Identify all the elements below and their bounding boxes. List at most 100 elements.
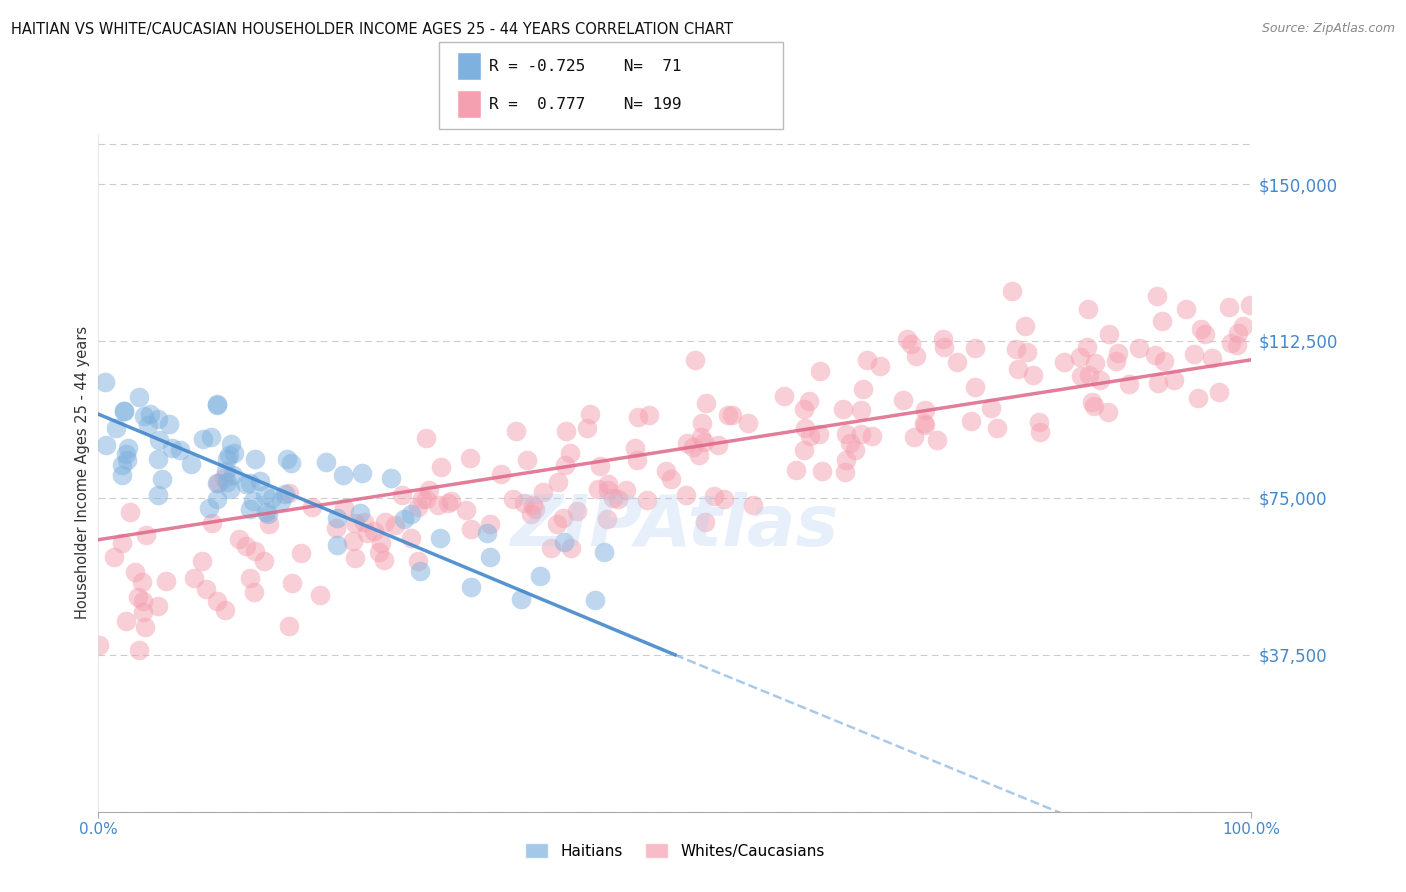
Point [491, 467, 513, 481]
Point [1128, 341, 1150, 355]
Point [986, 421, 1008, 435]
Point [808, 426, 831, 441]
Point [249, 475, 271, 489]
Point [391, 488, 413, 502]
Point [1189, 322, 1212, 336]
Point [115, 446, 138, 460]
Point [963, 380, 986, 394]
Point [325, 521, 347, 535]
Point [531, 485, 554, 500]
Point [1107, 346, 1129, 360]
Point [270, 493, 292, 508]
Point [520, 507, 543, 521]
Point [914, 418, 936, 433]
Point [215, 464, 238, 478]
Point [111, 458, 134, 473]
Point [607, 491, 630, 506]
Point [675, 488, 697, 502]
Point [124, 566, 146, 580]
Point [333, 501, 356, 516]
Point [1147, 376, 1170, 390]
Text: HAITIAN VS WHITE/CAUCASIAN HOUSEHOLDER INCOME AGES 25 - 44 YEARS CORRELATION CHA: HAITIAN VS WHITE/CAUCASIAN HOUSEHOLDER I… [11, 22, 734, 37]
Point [540, 541, 562, 555]
Point [205, 397, 228, 411]
Point [128, 643, 150, 657]
Point [690, 430, 713, 444]
Point [200, 430, 222, 444]
Point [132, 594, 155, 608]
Point [688, 448, 710, 462]
Point [94, 375, 117, 389]
Point [207, 491, 229, 506]
Point [932, 340, 955, 354]
Point [707, 438, 730, 452]
Point [460, 450, 482, 465]
Point [394, 512, 416, 526]
Point [1105, 353, 1128, 368]
Point [602, 491, 624, 505]
Point [479, 550, 502, 565]
Text: R = -0.725    N=  71: R = -0.725 N= 71 [489, 59, 682, 74]
Point [721, 409, 744, 423]
Point [1088, 373, 1111, 387]
Point [380, 471, 402, 485]
Point [415, 491, 437, 506]
Point [301, 500, 323, 514]
Point [1015, 345, 1038, 359]
Point [1150, 314, 1173, 328]
Point [146, 488, 169, 502]
Point [844, 443, 866, 458]
Point [479, 517, 502, 532]
Point [222, 468, 245, 483]
Point [1174, 301, 1197, 316]
Point [1001, 284, 1024, 298]
Text: ZIPAtlas: ZIPAtlas [510, 492, 839, 561]
Point [440, 493, 463, 508]
Point [1022, 368, 1045, 382]
Point [1187, 391, 1209, 405]
Point [636, 492, 658, 507]
Point [217, 475, 239, 490]
Point [239, 571, 262, 585]
Point [205, 397, 228, 411]
Point [169, 443, 191, 458]
Point [785, 463, 807, 477]
Point [352, 466, 374, 480]
Point [1053, 355, 1076, 369]
Point [502, 491, 524, 506]
Point [703, 489, 725, 503]
Point [260, 491, 283, 506]
Point [235, 477, 257, 491]
Y-axis label: Householder Income Ages 25 - 44 years: Householder Income Ages 25 - 44 years [75, 326, 90, 619]
Point [1029, 425, 1052, 440]
Point [207, 475, 229, 490]
Point [1153, 354, 1175, 368]
Point [912, 417, 935, 431]
Point [980, 401, 1002, 415]
Point [103, 549, 125, 564]
Point [344, 516, 367, 531]
Point [946, 354, 969, 368]
Point [277, 486, 299, 500]
Point [367, 544, 389, 558]
Point [215, 451, 238, 466]
Point [1097, 405, 1119, 419]
Point [148, 599, 170, 614]
Point [693, 516, 716, 530]
Point [692, 434, 714, 449]
Point [1014, 318, 1036, 333]
Point [280, 456, 302, 470]
Point [139, 407, 162, 421]
Point [851, 402, 873, 417]
Point [839, 436, 862, 450]
Point [180, 457, 202, 471]
Point [146, 452, 169, 467]
Point [626, 453, 648, 467]
Point [596, 483, 619, 498]
Point [111, 535, 134, 549]
Point [373, 553, 395, 567]
Point [150, 472, 173, 486]
Point [1077, 302, 1099, 317]
Point [415, 431, 437, 445]
Point [426, 498, 449, 512]
